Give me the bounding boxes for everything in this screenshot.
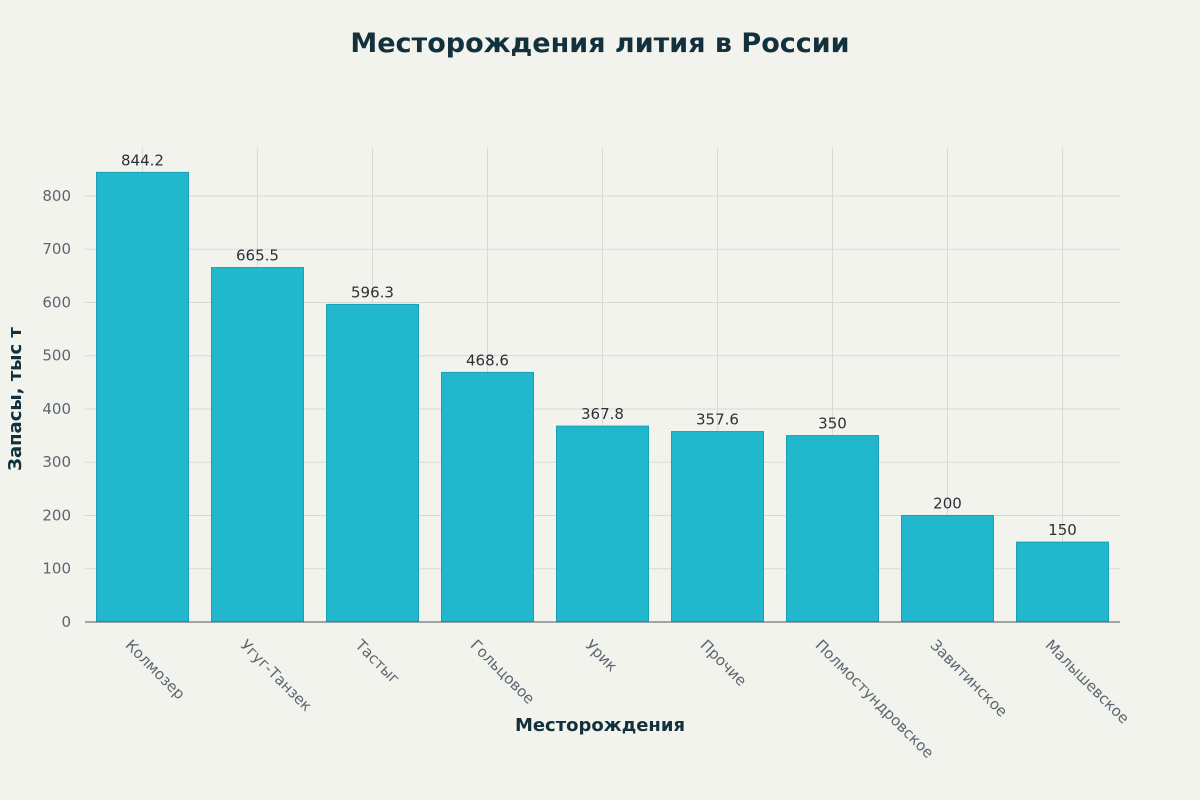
data-label: 350 (818, 415, 847, 433)
x-tick-label: Гольцовое (467, 636, 539, 708)
bar (96, 171, 189, 623)
bar (1016, 541, 1109, 623)
y-tick-label: 600 (42, 293, 71, 311)
y-axis-title: Запасы, тыс т (5, 327, 26, 471)
y-tick-label: 500 (42, 347, 71, 365)
y-tick-label: 300 (42, 453, 71, 471)
y-tick-label: 800 (42, 187, 71, 205)
bar (671, 431, 764, 623)
data-label: 596.3 (351, 283, 394, 301)
x-tick-label: Прочие (697, 636, 751, 690)
y-tick-label: 700 (42, 240, 71, 258)
x-tick-label: Угуг-Танзек (237, 636, 316, 715)
data-label: 200 (933, 494, 962, 512)
bar (441, 371, 534, 623)
x-tick-label: Полмостундровское (812, 636, 938, 762)
data-label: 844.2 (121, 151, 164, 169)
chart-title: Месторождения лития в России (350, 28, 850, 59)
bars-layer (96, 171, 1109, 623)
y-tick-label: 200 (42, 506, 71, 524)
bar (556, 425, 649, 623)
data-label: 357.6 (696, 411, 739, 429)
x-tick-label: Тастыг (351, 635, 403, 687)
data-label: 468.6 (466, 351, 509, 369)
bar (786, 435, 879, 623)
bar (326, 303, 419, 623)
y-tick-label: 400 (42, 400, 71, 418)
bar (211, 267, 304, 623)
bar (901, 514, 994, 623)
x-axis-title: Месторождения (515, 715, 685, 736)
x-tick-label: Малышевское (1042, 636, 1133, 727)
x-tick-label: Урик (582, 636, 621, 675)
x-tick-label: Завитинское (927, 636, 1011, 720)
data-label: 665.5 (236, 247, 279, 265)
data-label: 150 (1048, 521, 1077, 539)
y-tick-label: 0 (61, 613, 71, 631)
data-label: 367.8 (581, 405, 624, 423)
y-tick-label: 100 (42, 560, 71, 578)
x-tick-label: Колмозер (122, 636, 189, 703)
